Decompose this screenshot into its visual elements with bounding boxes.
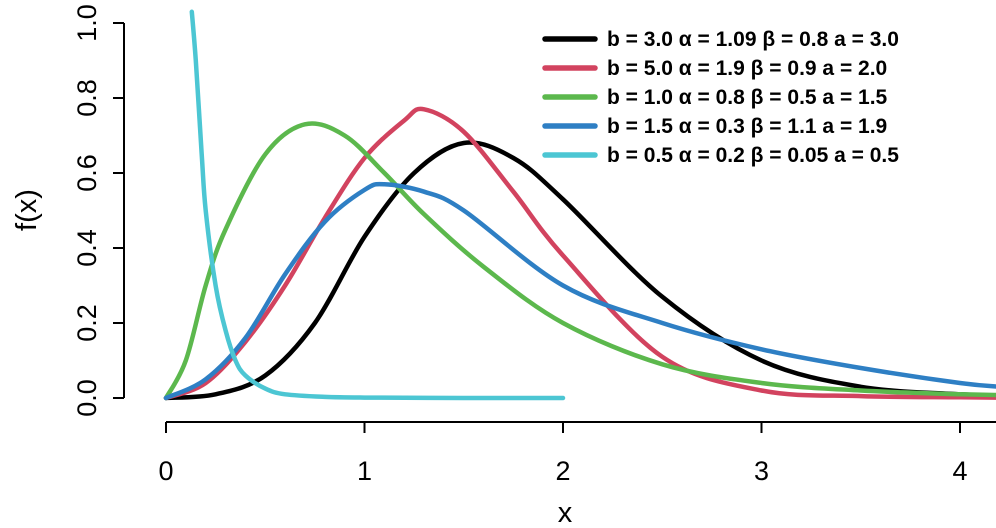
y-tick-label: 0.6	[72, 154, 102, 192]
legend-label-4: b = 1.5 α = 0.3 β = 1.1 a = 1.9	[607, 115, 887, 138]
x-tick-label: 2	[555, 456, 570, 486]
series-line-2	[163, 106, 996, 401]
legend-label-5: b = 0.5 α = 0.2 β = 0.05 a = 0.5	[607, 144, 899, 167]
y-tick-label: 0.4	[72, 229, 102, 267]
legend: b = 3.0 α = 1.09 β = 0.8 a = 3.0 b = 5.0 …	[542, 28, 899, 167]
series-layer	[163, 9, 996, 401]
y-tick-label: 0.0	[72, 379, 102, 417]
series-line-3	[163, 121, 996, 401]
x-tick-label: 1	[357, 456, 372, 486]
legend-label-3: b = 1.0 α = 0.8 β = 0.5 a = 1.5	[607, 86, 888, 109]
axes: 0 1 2 3 4 0.0 0.2 0.4 0.6 0.8 1.0	[72, 4, 996, 486]
y-tick-label: 0.8	[72, 79, 102, 117]
x-axis-title: x	[558, 497, 573, 528]
series-line-1	[163, 140, 996, 401]
y-axis-title: f(x)	[11, 189, 43, 231]
x-tick-label: 4	[952, 456, 967, 486]
legend-label-1: b = 3.0 α = 1.09 β = 0.8 a = 3.0	[607, 28, 899, 51]
legend-label-2: b = 5.0 α = 1.9 β = 0.9 a = 2.0	[607, 57, 887, 80]
x-tick-label: 0	[158, 456, 173, 486]
series-line-5	[189, 9, 566, 401]
x-tick-label: 3	[754, 456, 769, 486]
y-tick-label: 0.2	[72, 304, 102, 342]
y-tick-label: 1.0	[72, 4, 102, 42]
series-line-4	[163, 181, 996, 401]
